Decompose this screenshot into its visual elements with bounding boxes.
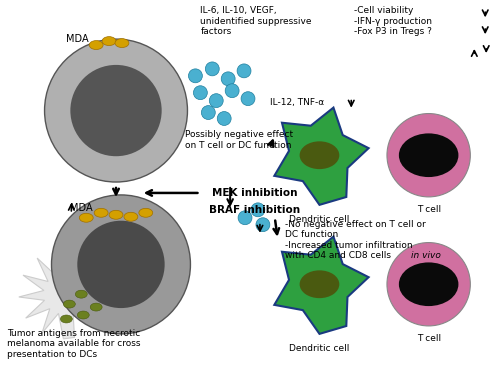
- Ellipse shape: [300, 141, 340, 169]
- Ellipse shape: [139, 208, 152, 217]
- Circle shape: [221, 72, 235, 86]
- Circle shape: [202, 105, 215, 120]
- Ellipse shape: [399, 134, 458, 177]
- Text: T cell: T cell: [416, 205, 440, 214]
- Ellipse shape: [300, 270, 340, 298]
- Text: -No negative effect on T cell or
DC function
-Increased tumor infiltration
with : -No negative effect on T cell or DC func…: [284, 220, 426, 260]
- Ellipse shape: [89, 41, 103, 50]
- Text: MEK inhibition: MEK inhibition: [212, 188, 298, 198]
- Ellipse shape: [102, 37, 116, 46]
- Circle shape: [251, 203, 265, 217]
- Polygon shape: [19, 250, 108, 339]
- Ellipse shape: [94, 208, 108, 217]
- Text: T cell: T cell: [416, 334, 440, 343]
- Text: MDA: MDA: [66, 34, 88, 44]
- Circle shape: [237, 64, 251, 78]
- Text: Dendritic cell: Dendritic cell: [290, 215, 350, 224]
- Circle shape: [387, 243, 470, 326]
- Ellipse shape: [115, 38, 129, 47]
- Text: MDA: MDA: [70, 203, 92, 213]
- Polygon shape: [274, 108, 368, 205]
- Circle shape: [217, 112, 231, 125]
- Ellipse shape: [60, 315, 72, 323]
- Circle shape: [44, 39, 188, 182]
- Circle shape: [387, 114, 470, 197]
- Text: IL-6, IL-10, VEGF,
unidentified suppressive
factors: IL-6, IL-10, VEGF, unidentified suppress…: [200, 6, 312, 36]
- Text: in vivo: in vivo: [411, 252, 440, 260]
- Text: Possibly negative effect
on T cell or DC function: Possibly negative effect on T cell or DC…: [186, 130, 294, 150]
- Polygon shape: [274, 237, 368, 334]
- Circle shape: [70, 65, 162, 156]
- Circle shape: [210, 94, 223, 108]
- Ellipse shape: [76, 290, 87, 298]
- Circle shape: [241, 92, 255, 105]
- Text: IL-12, TNF-α: IL-12, TNF-α: [270, 98, 324, 107]
- Text: -Cell viability
-IFN-γ production
-Fox P3 in Tregs ?: -Cell viability -IFN-γ production -Fox P…: [354, 6, 432, 36]
- Ellipse shape: [109, 210, 123, 219]
- Text: Tumor antigens from necrotic
melanoma available for cross
presentation to DCs: Tumor antigens from necrotic melanoma av…: [7, 329, 140, 359]
- Ellipse shape: [124, 212, 138, 221]
- Circle shape: [225, 84, 239, 98]
- Ellipse shape: [78, 311, 89, 319]
- Ellipse shape: [90, 303, 102, 311]
- Circle shape: [238, 211, 252, 225]
- Circle shape: [188, 69, 202, 83]
- Circle shape: [256, 218, 270, 232]
- Circle shape: [206, 62, 219, 76]
- Text: Dendritic cell: Dendritic cell: [290, 344, 350, 353]
- Circle shape: [194, 86, 207, 100]
- Circle shape: [78, 221, 164, 308]
- Ellipse shape: [80, 213, 93, 222]
- Ellipse shape: [64, 300, 76, 308]
- Ellipse shape: [399, 262, 458, 306]
- Circle shape: [52, 195, 190, 334]
- Text: BRAF inhibition: BRAF inhibition: [210, 205, 300, 215]
